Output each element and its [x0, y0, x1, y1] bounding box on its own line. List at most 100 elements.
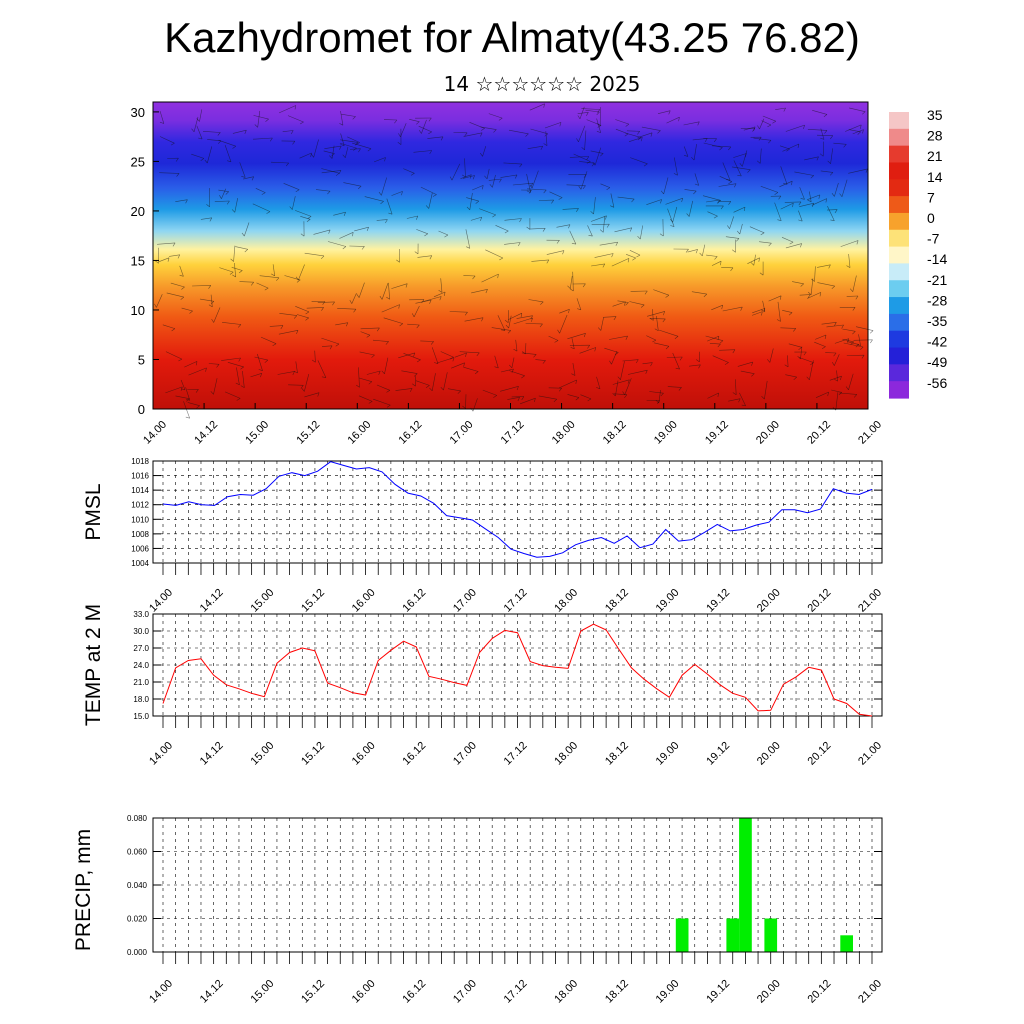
precip-xtick-label: 18.12 [603, 978, 631, 1006]
wind-barb-feather [597, 109, 601, 113]
colorbar-label: 0 [927, 210, 935, 226]
wind-barb-feather [410, 173, 415, 176]
wind-barb-feather [592, 161, 596, 166]
wind-barb-feather [578, 185, 582, 190]
wind-barb [321, 337, 340, 345]
wind-barb [352, 142, 372, 149]
wind-barb-feather [800, 243, 802, 248]
wind-barb [579, 161, 595, 164]
wind-barb [559, 314, 568, 334]
wind-barb-feather [586, 112, 589, 117]
wind-barb [486, 168, 490, 179]
wind-barb-feather [493, 129, 497, 133]
colorbar-label: -21 [927, 272, 947, 288]
wind-barb-feather [577, 308, 581, 311]
wind-barb-feather [429, 299, 432, 304]
temp-panel: 15.0 18.0 21.0 24.0 27.0 30.0 33.0 14.00 14.12 15… [82, 604, 884, 768]
wind-barb [433, 291, 446, 298]
wind-barb [641, 126, 661, 131]
temp-ytick-label: 24.0 [133, 661, 149, 670]
wind-barb [321, 345, 333, 347]
wind-barb-feather [354, 142, 359, 146]
wind-barb-feather [366, 227, 369, 232]
wind-barb [282, 130, 294, 132]
wind-barb-feather [732, 392, 737, 395]
wind-barb-feather [614, 352, 619, 356]
wind-barb [260, 336, 277, 344]
wind-barb [416, 229, 428, 235]
wind-barb [175, 199, 188, 202]
wind-barb-feather [533, 354, 537, 358]
pmsl-ytick-label: 1018 [131, 457, 149, 466]
wind-barb [535, 359, 546, 361]
wind-barb [406, 215, 418, 219]
colorbar-swatch [889, 297, 909, 315]
wind-barb [576, 298, 582, 310]
wind-barb [234, 262, 236, 278]
wind-barb [569, 156, 589, 158]
wind-barb [492, 174, 496, 188]
wind-barb [569, 230, 577, 245]
wind-barb [415, 380, 430, 386]
wind-barb-feather [349, 299, 353, 304]
wind-barb-feather [200, 158, 205, 161]
wind-barb-feather [358, 148, 361, 153]
heatmap-xtick-label: 14.00 [141, 419, 169, 447]
wind-barb-feather [783, 182, 788, 185]
temp-xtick-label: 20.12 [806, 740, 834, 768]
wind-barb [587, 225, 593, 237]
wind-barb-feather [756, 160, 761, 164]
wind-barb-feather [508, 364, 513, 369]
wind-barb [653, 342, 670, 347]
wind-barb-feather [660, 392, 664, 397]
wind-barb-feather [505, 324, 509, 329]
wind-barb-feather [763, 308, 766, 313]
heatmap-ytick-label: 30 [131, 105, 145, 120]
wind-barb-feather [551, 199, 554, 204]
wind-barb-feather [838, 392, 842, 396]
wind-barb-feather [727, 225, 730, 229]
colorbar-swatch [889, 196, 909, 214]
wind-barb [780, 202, 794, 210]
wind-barb-feather [296, 279, 301, 283]
wind-barb-feather [329, 155, 333, 159]
wind-barb [683, 146, 689, 157]
wind-barb-feather [167, 257, 170, 262]
wind-barb-feather [421, 299, 425, 304]
wind-barb-feather [832, 362, 835, 366]
wind-barb [760, 186, 779, 193]
wind-barb [559, 379, 577, 389]
wind-barb [391, 191, 403, 196]
wind-barb-feather [432, 194, 437, 197]
wind-barb-feather [271, 273, 275, 277]
wind-barb [504, 218, 522, 221]
wind-barb-feather [637, 235, 641, 240]
wind-barb-feather [797, 143, 800, 148]
wind-barb [384, 357, 389, 374]
wind-barb-feather [328, 229, 331, 234]
temp-xtick-label: 14.12 [198, 740, 226, 768]
wind-barb-feather [674, 336, 679, 339]
wind-barb [653, 289, 670, 296]
wind-barb-feather [356, 294, 360, 298]
wind-barb-feather [728, 146, 732, 151]
wind-barb-feather [469, 174, 472, 179]
wind-barb-feather [409, 388, 413, 393]
wind-barb-feather [750, 262, 755, 266]
wind-barb [848, 129, 861, 133]
wind-barb [321, 170, 342, 174]
wind-barb-feather [779, 295, 782, 300]
wind-barb-feather [694, 183, 699, 186]
precip-ylabel: PRECIP, mm [72, 829, 95, 951]
wind-barb-feather [703, 293, 708, 298]
wind-barb-feather [266, 211, 271, 214]
wind-barb [447, 388, 461, 392]
wind-barb-feather [713, 215, 718, 219]
wind-barb [841, 179, 848, 197]
wind-barb-feather [810, 175, 814, 179]
wind-barb-feather [659, 233, 664, 237]
wind-barb-feather [378, 370, 381, 375]
wind-barb [593, 197, 596, 215]
wind-barb [816, 134, 833, 136]
wind-barb [479, 208, 496, 216]
